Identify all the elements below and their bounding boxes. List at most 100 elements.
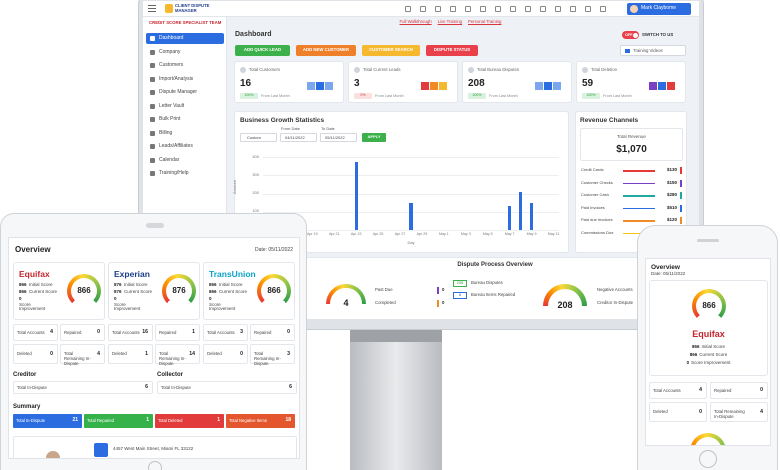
mini-bar [658,82,666,90]
range-select[interactable]: Custom [240,133,277,142]
toolbar-icon[interactable] [450,6,456,12]
menu-item[interactable]: Calendar [146,155,224,166]
score-line: 866 Initial Score [650,344,767,350]
action-button[interactable]: CUSTOMER SEARCH [362,45,420,56]
score-label: Score Improvement [209,301,236,312]
deleted-box: Deleted 0 [649,402,707,422]
stat-label: Deleted [112,351,127,357]
team-name: CREDIT SCORE SPECIALIST TEAM [149,20,222,25]
stat-card: Total Current Leads 3 0% From Last Month [348,61,458,103]
help-link[interactable]: Live Training [437,19,462,24]
gauge: 866 [692,289,726,323]
x-tick-label: Apr 21 [328,232,340,236]
channel-name: Paid due Invoices [581,217,613,222]
menu-item[interactable]: Bulk Print [146,114,224,125]
stat-change: 100% [240,93,258,99]
channel-line [623,195,655,197]
toggle[interactable]: OFF [622,31,639,39]
stat-icon [240,67,246,73]
toolbar-icon[interactable] [525,6,531,12]
logo: CLIENT DISPUTE MANAGER [175,3,210,13]
action-button[interactable]: DISPUTE STATUS [426,45,478,56]
help-link[interactable]: Personal Training [468,19,502,24]
training-select[interactable]: Training Videos [620,45,686,56]
toolbar-icon[interactable] [510,6,516,12]
stat-value: 16 [142,329,148,336]
stat-icon [354,67,360,73]
stat-label: Total Bureau Disputes [477,67,520,72]
stat-label: Total Accounts [17,329,45,335]
y-tick-label: 400 [252,153,259,159]
stat-change: 0% [354,93,372,99]
stat-note: From Last Month [261,94,290,98]
dispute-row-label: Completed [375,300,396,305]
menu-item[interactable]: Billing [146,128,224,139]
stat-label: Total Current Leads [363,67,401,72]
menu-item[interactable]: Dashboard [146,33,224,44]
score-line: 0 Score Improvement [650,360,767,366]
remaining-box: Total Remaining In-Dispute 14 [155,344,200,366]
score-value: 866 [689,352,698,357]
action-button[interactable]: ADD NEW CUSTOMER [296,45,356,56]
page-title: Dashboard [235,31,272,38]
menu-item[interactable]: Dispute Manager [146,87,224,98]
toolbar-icon[interactable] [600,6,606,12]
menu-label: Import/Analysis [159,75,194,82]
accounts-box: Total Accounts 4 [649,382,707,399]
score-label: Initial Score [219,282,243,287]
summary-label: Total Deleted [158,417,183,423]
gauge-value: 4 [343,298,349,309]
stat-label: Total Remaining In-Dispute [714,409,745,420]
toggle-knob [633,32,638,38]
mini-bar [535,82,543,90]
to-label: To Date [321,126,335,131]
toolbar-icon[interactable] [480,6,486,12]
bureau-count: 208 [453,280,467,287]
bureau-name: Experian [114,269,150,279]
apply-button[interactable]: APPLY [362,133,386,142]
dispute-row-mark [437,300,439,307]
toolbar-icon[interactable] [465,6,471,12]
menu-item[interactable]: Customers [146,60,224,71]
stat-value: 0 [240,350,243,357]
toolbar-icon[interactable] [405,6,411,12]
mini-bar [544,82,552,90]
toolbar-icon[interactable] [420,6,426,12]
overview-title: Overview [651,264,680,271]
deleted-box: Deleted 0 [13,344,58,364]
gauge-inner [260,277,288,305]
stat-value: 16 [240,78,252,89]
menu-item[interactable]: Import/Analysis [146,74,224,85]
bureau-count: 8 [453,292,467,299]
toolbar-icon[interactable] [540,6,546,12]
from-date[interactable]: 04/11/2022 [280,133,317,142]
toolbar-icon[interactable] [585,6,591,12]
help-link[interactable]: Full Walkthrough [399,19,432,24]
toolbar-icon[interactable] [570,6,576,12]
menu-item[interactable]: Training/Help [146,168,224,179]
overview-date: Date: 05/11/2022 [255,247,293,253]
toolbar-icon[interactable] [495,6,501,12]
action-button[interactable]: ADD QUICK LEAD [235,45,290,56]
toolbar-icon[interactable] [555,6,561,12]
stat-label: Total In-Dispute [161,384,191,390]
mini-bar [307,82,315,90]
repaired-box: Repaired 1 [155,324,200,341]
user-menu[interactable]: Mark Claybome [627,3,691,15]
stat-label: Total Customers [249,67,281,72]
stat-value: 4 [97,350,100,357]
bureau-label: Bureau Disputes [471,280,503,285]
gauge: 876 [162,274,196,308]
stat-value: 14 [189,350,195,357]
training-label: Training Videos [633,47,663,53]
menu-item[interactable]: Company [146,47,224,58]
menu-item[interactable]: Leads/Affiliates [146,141,224,152]
to-date[interactable]: 05/11/2022 [320,133,357,142]
toolbar-icon[interactable] [435,6,441,12]
x-tick-label: Apr 25 [372,232,384,236]
stat-card: Total Customers 16 100% From Last Month [234,61,344,103]
menu-item[interactable]: Letter Vault [146,101,224,112]
channel-name: Paid Invoices [581,204,605,210]
y-tick-label: 100 [252,208,259,214]
accounts-box: Total Accounts 4 [13,324,58,341]
